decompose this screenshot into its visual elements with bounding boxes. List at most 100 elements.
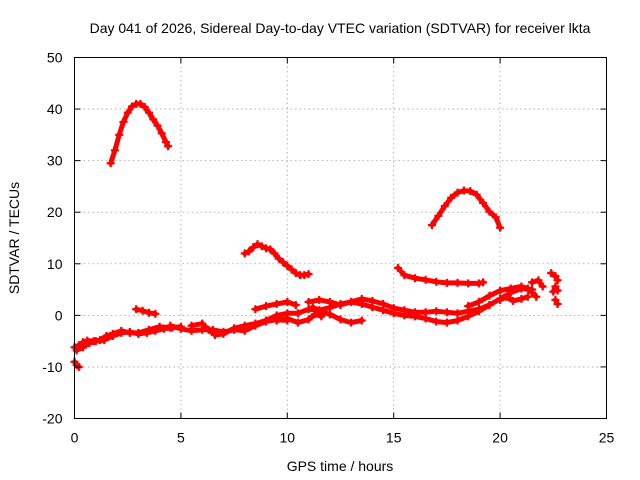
data-point (219, 329, 228, 338)
data-point (453, 188, 462, 197)
x-tick-labels: 0 5 10 15 20 25 (71, 430, 615, 446)
data-point (151, 326, 160, 335)
data-point (553, 300, 562, 309)
data-point (315, 295, 324, 304)
y-tick-label: 10 (47, 256, 63, 272)
data-point (106, 159, 115, 168)
data-point (442, 278, 451, 287)
data-point (266, 245, 275, 254)
data-point (432, 307, 441, 316)
data-point (523, 284, 532, 293)
data-point (400, 311, 409, 320)
data-point (127, 102, 136, 111)
data-point (453, 316, 462, 325)
data-point (347, 318, 356, 327)
data-point (464, 302, 473, 311)
plot-frame (74, 57, 607, 419)
grid-lines (74, 57, 607, 419)
data-point (253, 240, 262, 249)
data-point (432, 277, 441, 286)
data-point (400, 271, 409, 280)
data-point (274, 254, 283, 263)
data-point (279, 258, 288, 267)
data-point (100, 336, 109, 345)
data-point (115, 130, 124, 139)
data-point (434, 211, 443, 220)
data-point (272, 300, 281, 309)
y-axis-label: SDTVAR / TECUs (6, 182, 22, 294)
series-arc-16 (464, 282, 532, 311)
data-point (240, 249, 249, 258)
data-point (144, 108, 153, 117)
data-point (506, 284, 515, 293)
data-point (538, 282, 547, 291)
data-point (464, 279, 473, 288)
data-point (136, 99, 145, 108)
data-point (551, 295, 560, 304)
data-point (410, 274, 419, 283)
data-point (142, 328, 151, 337)
data-point (210, 330, 219, 339)
data-point (357, 316, 366, 325)
data-point (283, 314, 292, 323)
data-point (79, 343, 88, 352)
data-point (485, 207, 494, 216)
y-tick-label: 20 (47, 204, 63, 220)
data-point (123, 108, 132, 117)
data-point (517, 294, 526, 303)
y-tick-label: 50 (47, 50, 63, 66)
data-point (310, 310, 319, 319)
data-point (251, 305, 260, 314)
plot-series (70, 99, 562, 371)
data-point (508, 296, 517, 305)
x-tick-label: 15 (386, 430, 402, 446)
axis-ticks (74, 57, 607, 419)
series-arc-22 (551, 295, 562, 309)
data-point (257, 242, 266, 251)
data-point (125, 327, 134, 336)
data-point (85, 339, 94, 348)
series-arc-20 (528, 288, 541, 301)
data-point (134, 329, 143, 338)
data-point (547, 269, 556, 278)
series-arc-17 (496, 292, 532, 305)
data-point (379, 306, 388, 315)
series-arc-1 (106, 99, 173, 168)
series-arc-7 (132, 305, 160, 318)
data-point (325, 297, 334, 306)
data-point (502, 292, 511, 301)
data-point (442, 308, 451, 317)
data-point (479, 198, 488, 207)
data-point (474, 297, 483, 306)
series-line (465, 284, 531, 309)
data-point (119, 117, 128, 126)
x-axis-label: GPS time / hours (287, 458, 394, 474)
data-point (553, 286, 562, 295)
data-point (347, 297, 356, 306)
data-point (251, 319, 260, 328)
data-point (138, 306, 147, 315)
data-point (293, 318, 302, 327)
data-point (440, 202, 449, 211)
data-point (283, 261, 292, 270)
data-point (421, 314, 430, 323)
data-point (447, 193, 456, 202)
data-point (336, 315, 345, 324)
data-point (198, 319, 207, 328)
series-line (395, 265, 486, 286)
data-point (393, 263, 402, 272)
data-point (357, 294, 366, 303)
data-point (108, 331, 117, 340)
data-point (283, 297, 292, 306)
series-line (306, 296, 492, 316)
data-point (551, 272, 560, 281)
data-point (153, 121, 162, 130)
data-point (464, 312, 473, 321)
y-tick-label: -20 (42, 411, 62, 427)
data-point (528, 278, 537, 287)
data-point (304, 270, 313, 279)
data-point (517, 282, 526, 291)
series-arc-11 (251, 297, 300, 314)
data-point (496, 286, 505, 295)
